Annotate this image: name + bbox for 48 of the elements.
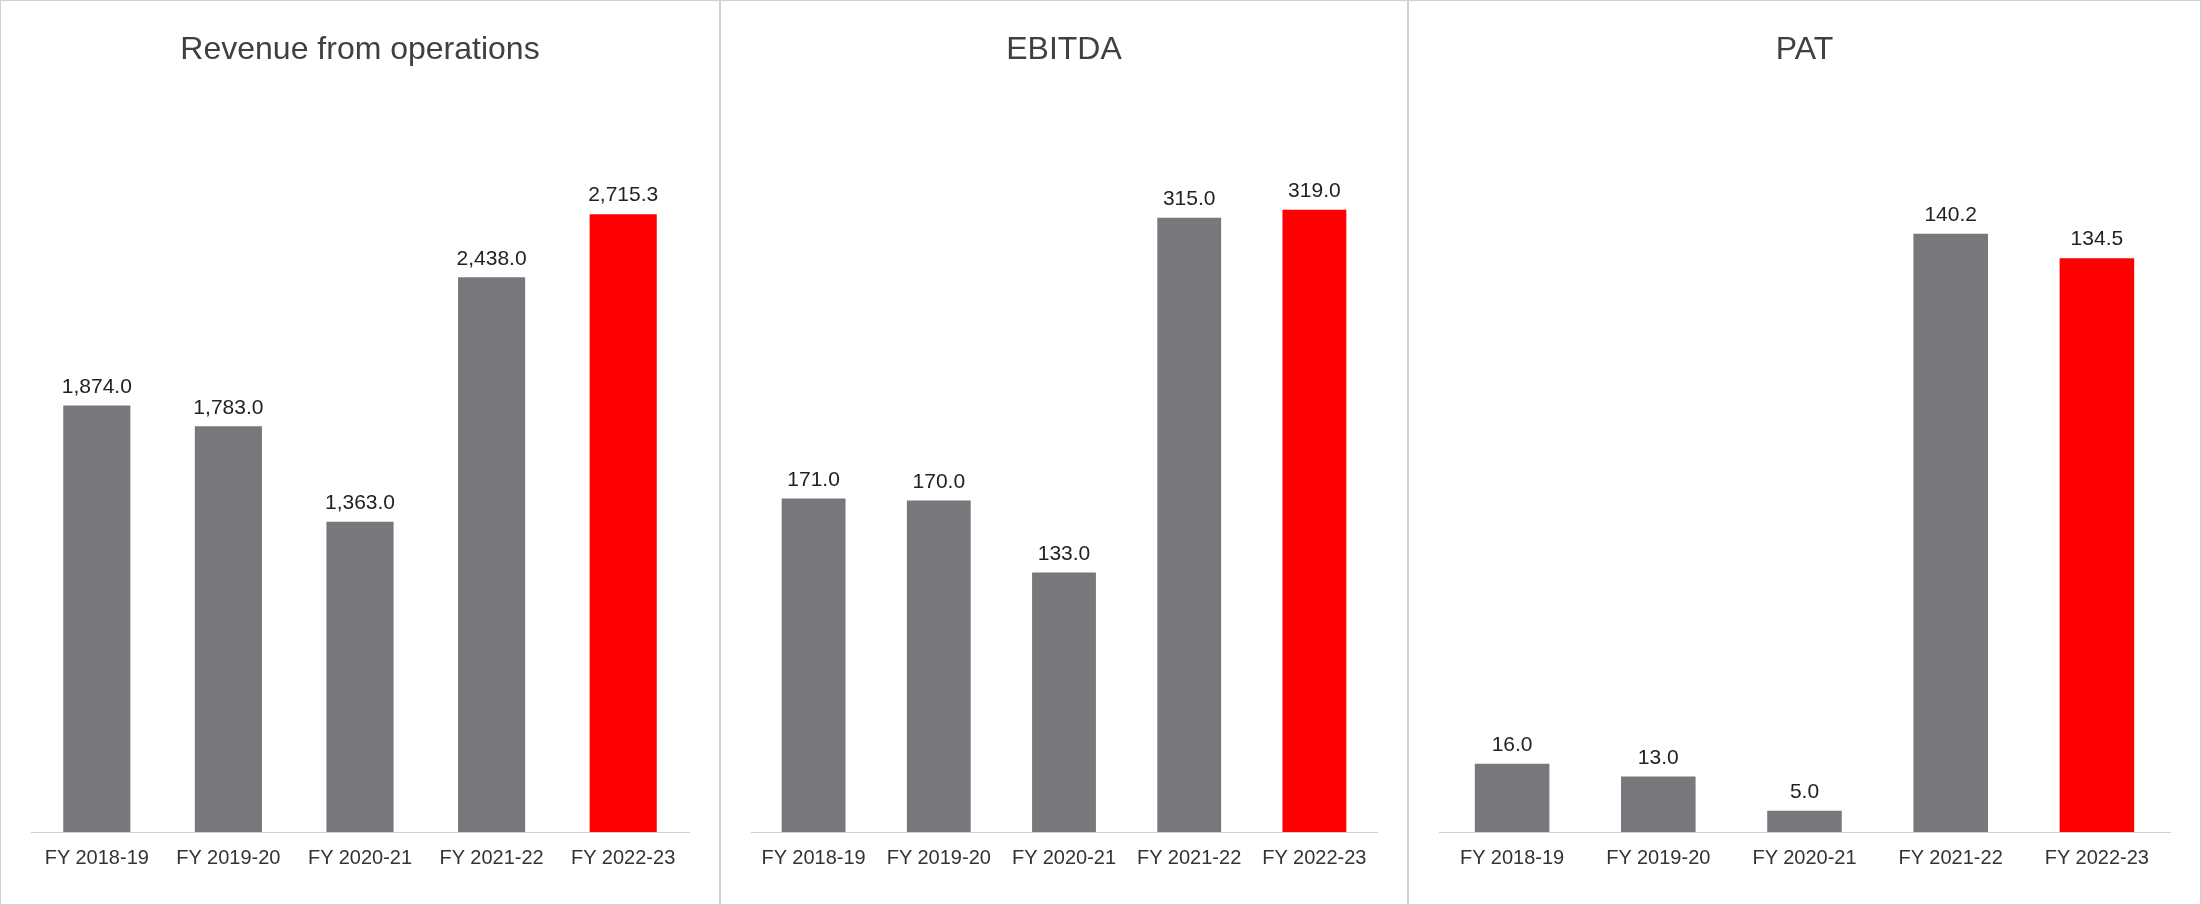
x-tick-label: FY 2018-19 (761, 845, 866, 868)
bar (1621, 776, 1696, 832)
data-label: 1,874.0 (61, 373, 132, 397)
x-tick-label: FY 2022-23 (2044, 845, 2149, 868)
bar (63, 405, 131, 832)
bar (1032, 572, 1096, 832)
x-tick-label: FY 2019-20 (886, 845, 991, 868)
x-tick-label: FY 2021-22 (1137, 845, 1242, 868)
data-label: 13.0 (1637, 744, 1679, 768)
bar (1767, 810, 1842, 832)
bar (781, 498, 846, 832)
data-label: 2,715.3 (588, 182, 659, 206)
bar (589, 214, 657, 832)
bar (906, 500, 971, 832)
x-tick-label: FY 2019-20 (176, 845, 281, 868)
bar (326, 521, 394, 832)
data-label: 315.0 (1162, 185, 1216, 209)
chart-title: PAT (1775, 30, 1834, 67)
x-tick-label: FY 2020-21 (1752, 845, 1857, 868)
bar (458, 277, 526, 832)
bar (1157, 217, 1222, 832)
data-label: 1,363.0 (324, 490, 396, 514)
chart-title: Revenue from operations (180, 30, 540, 67)
x-tick-label: FY 2021-22 (439, 845, 544, 868)
x-tick-label: FY 2018-19 (1460, 845, 1565, 868)
x-tick-label: FY 2019-20 (1606, 845, 1711, 868)
x-tick-label: FY 2020-21 (307, 845, 413, 868)
data-label: 140.2 (1924, 202, 1977, 226)
bar (1282, 209, 1347, 832)
bar (1474, 763, 1550, 832)
x-tick-label: FY 2022-23 (1262, 845, 1367, 868)
data-label: 16.0 (1491, 732, 1533, 756)
data-label: 5.0 (1789, 778, 1820, 802)
x-tick-label: FY 2018-19 (44, 845, 149, 868)
x-tick-label: FY 2020-21 (1011, 845, 1117, 868)
bar (194, 426, 262, 832)
data-label: 170.0 (912, 468, 966, 492)
x-tick-label: FY 2021-22 (1898, 845, 2003, 868)
data-label: 319.0 (1288, 178, 1341, 202)
bar (1913, 233, 1988, 832)
data-label: 2,438.0 (456, 245, 527, 269)
x-tick-label: FY 2022-23 (571, 845, 676, 868)
data-label: 1,783.0 (193, 394, 264, 418)
data-label: 171.0 (787, 466, 840, 490)
data-label: 134.5 (2070, 226, 2124, 250)
data-label: 133.0 (1037, 540, 1091, 564)
bar (2059, 258, 2135, 832)
chart-title: EBITDA (1006, 30, 1123, 67)
